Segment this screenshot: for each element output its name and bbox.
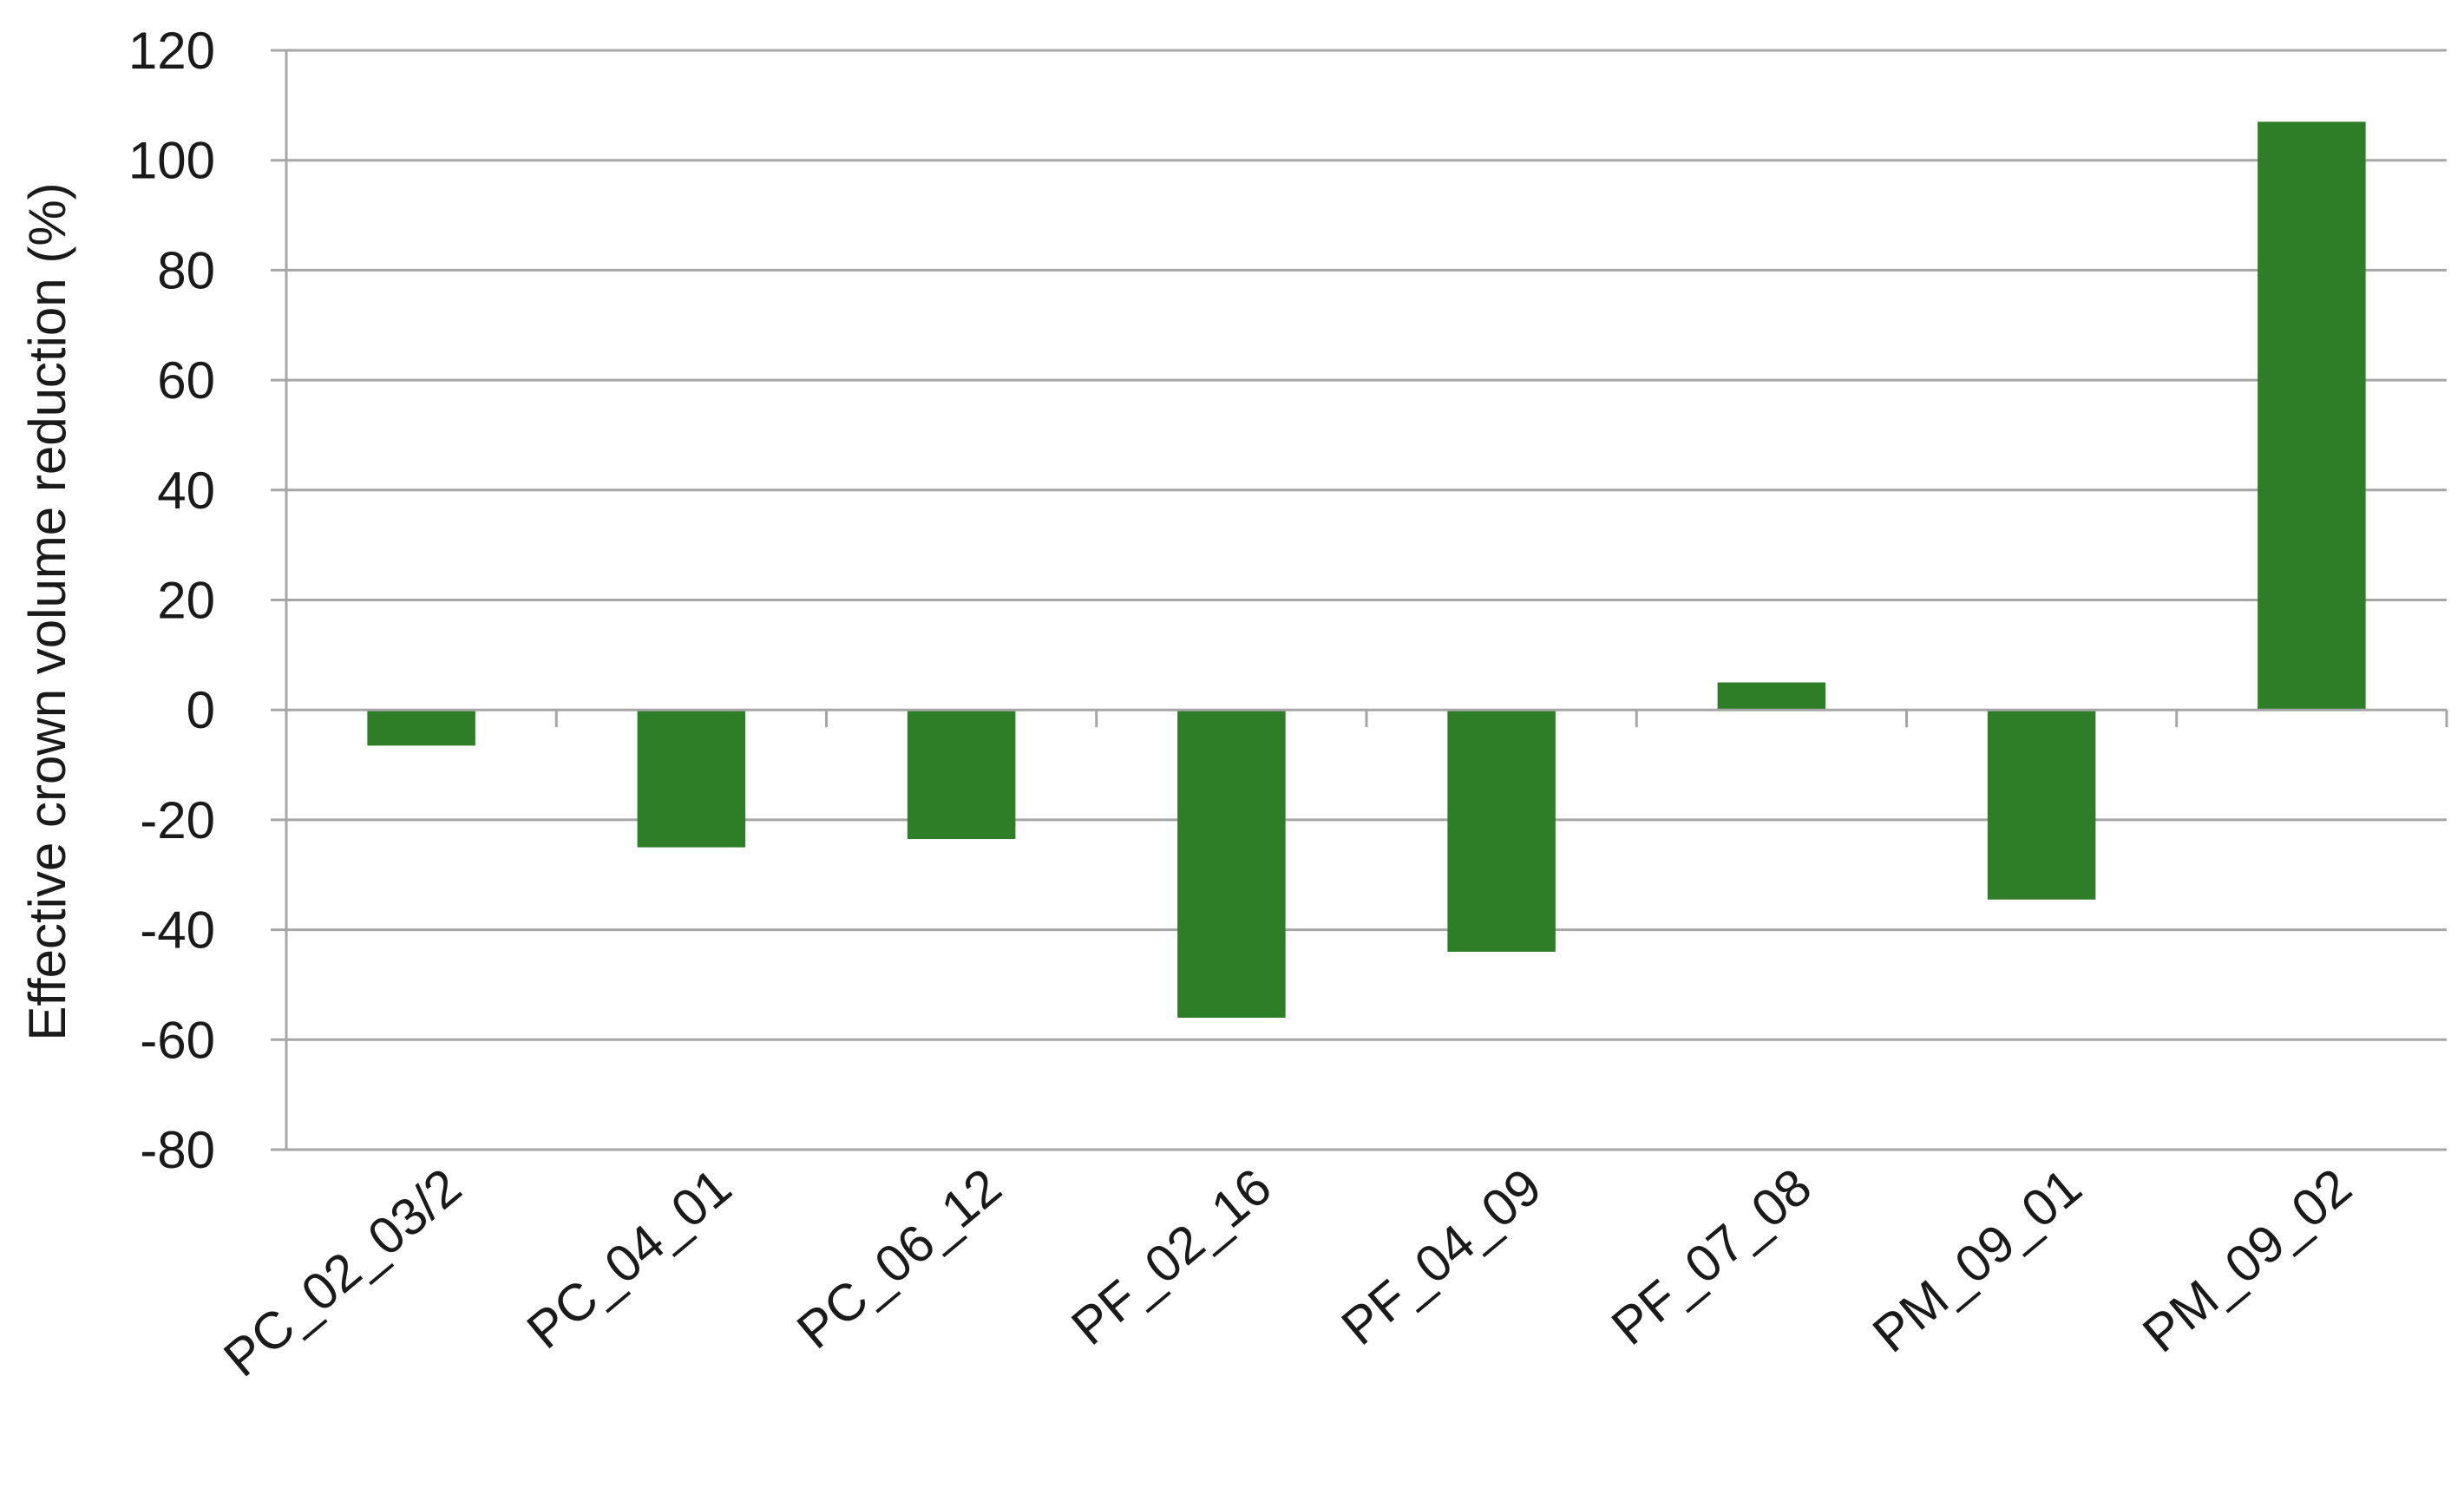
y-axis-label: Effective crown volume reduction (%) (18, 182, 76, 1040)
x-tick-label: PF_02_16 (1061, 1157, 1282, 1356)
y-tick-label: -40 (140, 901, 215, 960)
bar (1717, 682, 1826, 711)
x-tick-label: PF_04_09 (1331, 1157, 1552, 1356)
x-tick-label: PM_09_02 (2132, 1157, 2362, 1364)
axes (271, 49, 2448, 1151)
x-tick-label: PC_06_12 (786, 1157, 1012, 1360)
y-tick-label: 120 (128, 22, 215, 80)
bar (907, 710, 1016, 840)
x-tick-label: PF_07_08 (1601, 1157, 1822, 1356)
bar (1177, 710, 1286, 1018)
bar (1987, 710, 2096, 900)
y-tick-label: 80 (157, 241, 215, 299)
bar (637, 710, 746, 848)
bars (367, 121, 2366, 1018)
y-tick-label: 40 (157, 462, 215, 520)
x-tick-labels: PC_02_03/2 PC_04_01 PC_06_12 PF_02_16 PF_04_… (213, 1157, 2362, 1388)
gridlines (286, 49, 2447, 1151)
x-tick-label: PM_09_01 (1862, 1157, 2092, 1364)
y-tick-label: 20 (157, 572, 215, 630)
bar (1447, 710, 1556, 952)
bar (367, 710, 475, 746)
y-tick-label: 100 (128, 132, 215, 190)
y-tick-label: -60 (140, 1011, 215, 1069)
y-tick-label: -80 (140, 1121, 215, 1179)
y-tick-labels: -80 -60 -40 -20 0 20 40 60 80 100 120 (128, 22, 215, 1179)
y-tick-label: 0 (187, 681, 215, 739)
bar (2258, 121, 2366, 711)
x-tick-label: PC_04_01 (516, 1157, 742, 1360)
y-tick-label: -20 (140, 791, 215, 849)
y-tick-label: 60 (157, 351, 215, 410)
x-tick-label: PC_02_03/2 (213, 1157, 472, 1388)
